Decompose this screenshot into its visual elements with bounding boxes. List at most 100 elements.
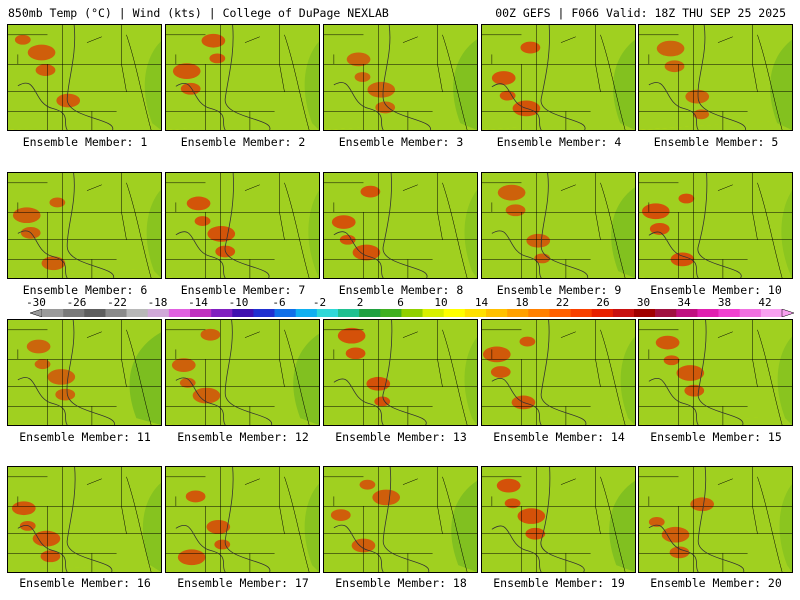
state-boundary: [121, 359, 127, 387]
colorbar-tick-label: 42: [758, 296, 772, 309]
isotherm-contour: [175, 525, 226, 572]
hot-spot: [372, 489, 401, 506]
ensemble-member-label: Ensemble Member: 5: [653, 135, 779, 149]
colorbar-swatch: [63, 309, 85, 317]
temperature-band: [324, 25, 477, 130]
ensemble-map-panel: [638, 24, 793, 131]
ensemble-member-label: Ensemble Member: 19: [493, 576, 625, 590]
state-boundary: [244, 478, 260, 485]
isotherm-contour: [697, 173, 742, 278]
cool-airmass-patch: [777, 336, 792, 425]
isotherm-contour: [382, 173, 428, 278]
temperature-map: [166, 25, 319, 130]
ensemble-member-label: Ensemble Member: 3: [338, 135, 464, 149]
ensemble-member-label: Ensemble Member: 11: [19, 430, 151, 444]
hot-spot: [678, 193, 695, 204]
hot-spot: [656, 40, 685, 57]
colorbar-swatch: [634, 309, 656, 317]
isotherm-contour: [491, 378, 542, 425]
ensemble-map-panel: [638, 319, 793, 426]
hot-spot: [526, 233, 551, 248]
hot-spot: [35, 64, 56, 77]
hot-spot: [337, 327, 366, 344]
hot-spot: [352, 244, 381, 261]
hot-spot: [186, 196, 211, 211]
colorbar-tick-label: 38: [717, 296, 732, 309]
colorbar-tick-label: -14: [188, 296, 208, 309]
temperature-map: [324, 25, 477, 130]
isotherm-contour: [648, 231, 699, 278]
state-boundary: [279, 506, 285, 534]
colorbar-tick-label: -10: [228, 296, 249, 309]
ensemble-map-panel: [323, 172, 478, 279]
isotherm-contour: [17, 377, 68, 425]
colorbar-swatch: [486, 309, 508, 317]
cool-airmass-patch: [304, 483, 319, 572]
hot-spot: [517, 508, 546, 524]
isotherm-contour: [175, 83, 226, 130]
colorbar-swatch: [253, 309, 275, 317]
isotherm-contour: [540, 25, 586, 130]
hot-spot: [26, 339, 51, 354]
state-boundary: [126, 34, 152, 130]
ensemble-map-panel: [638, 466, 793, 573]
ensemble-member-label: Ensemble Member: 15: [650, 430, 782, 444]
colorbar-tick-label: -2: [312, 296, 327, 309]
state-boundary: [757, 476, 783, 572]
isotherm-contour: [491, 230, 542, 278]
colorbar-swatch: [591, 309, 614, 317]
colorbar-swatch: [338, 309, 360, 317]
hot-spot: [655, 335, 680, 350]
colorbar-tick-label: 22: [555, 296, 570, 309]
temperature-map: [324, 467, 477, 572]
ensemble-map-panel: [7, 466, 162, 573]
ensemble-map-panel: [323, 466, 478, 573]
hot-spot: [330, 509, 351, 521]
hot-spot: [359, 479, 376, 490]
colorbar-tick-label: 10: [434, 296, 448, 309]
state-boundary: [86, 36, 102, 43]
ensemble-member-label: Ensemble Member: 12: [177, 430, 309, 444]
colorbar-swatch: [718, 309, 741, 317]
hot-spot: [504, 498, 521, 509]
colorbar-tick-label: 18: [515, 296, 529, 309]
colorbar-swatch: [422, 309, 445, 317]
isotherm-contour: [540, 320, 587, 425]
hot-spot: [360, 185, 381, 198]
state-boundary: [86, 184, 102, 191]
colorbar-swatch: [697, 309, 719, 317]
state-boundary: [757, 329, 783, 425]
colorbar-tick-label: -26: [66, 296, 87, 309]
state-boundary: [717, 331, 733, 338]
temperature-band: [639, 467, 792, 572]
ensemble-map-panel: [165, 24, 320, 131]
ensemble-member-label: Ensemble Member: 20: [650, 576, 782, 590]
hot-spot: [12, 207, 41, 224]
colorbar-swatch: [359, 309, 381, 317]
state-boundary: [126, 182, 152, 278]
state-boundary: [560, 331, 576, 338]
isotherm-contour: [697, 467, 745, 572]
hot-spot: [648, 517, 665, 527]
isotherm-contour: [697, 320, 744, 425]
cool-airmass-patch: [609, 480, 635, 572]
cool-airmass-patch: [620, 336, 635, 425]
hot-spot: [55, 388, 76, 401]
isotherm-contour: [382, 25, 431, 130]
isotherm-contour: [382, 320, 427, 425]
hot-spot: [207, 225, 236, 242]
temperature-map: [639, 173, 792, 278]
ensemble-map-panel: [165, 466, 320, 573]
isotherm-contour: [540, 173, 589, 278]
colorbar-swatch: [42, 309, 64, 317]
isotherm-contour: [17, 82, 68, 130]
cool-airmass-patch: [451, 480, 477, 572]
hot-spot: [11, 501, 36, 516]
temperature-band: [166, 25, 319, 130]
ensemble-member-label: Ensemble Member: 17: [177, 576, 309, 590]
hot-spot: [27, 44, 56, 61]
colorbar-tick-label: 34: [677, 296, 691, 309]
temperature-map: [166, 320, 319, 425]
temperature-band: [324, 320, 477, 425]
state-boundary: [279, 212, 285, 240]
